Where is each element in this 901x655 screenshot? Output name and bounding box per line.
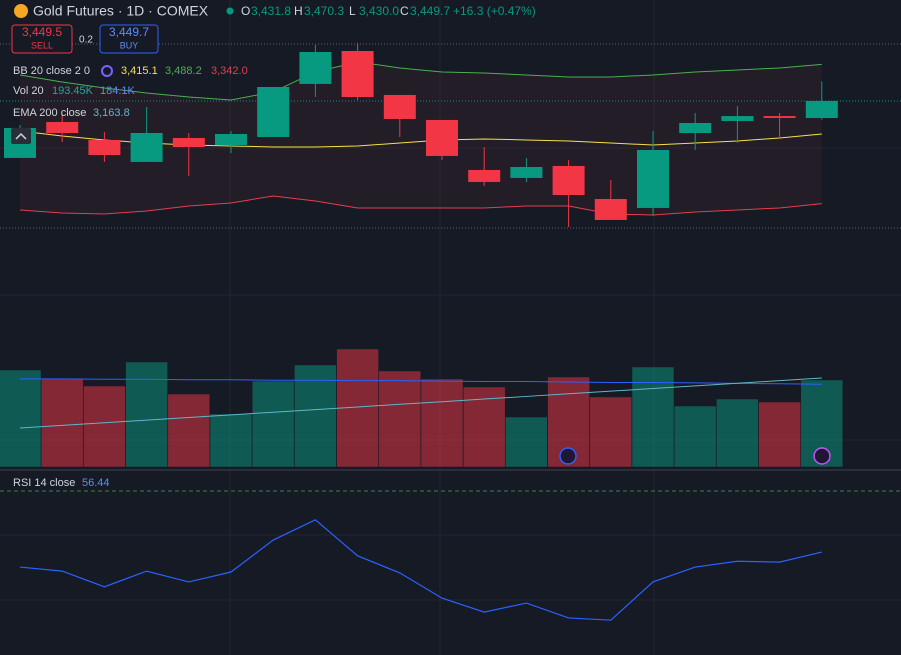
volume-bar [378,370,422,468]
volume-trend [19,377,822,429]
collapse-button[interactable] [11,128,31,144]
volume-bar [125,361,168,468]
title: Gold Futures · 1D · COMEX [33,3,209,19]
candle-body [594,199,627,220]
event-icon[interactable] [813,447,831,465]
marks [0,43,901,621]
ema-value: 3,163.8 [93,107,130,119]
rsi-line [19,519,822,621]
volume-bar [631,366,675,468]
volume-bar [758,401,801,468]
collapse-icon[interactable] [15,132,27,140]
candle-body [88,139,121,155]
buy-price[interactable]: 3,449.7 [109,25,149,39]
symbol-icon [14,4,28,18]
buy-button[interactable] [99,24,159,54]
ohlc-key: H [294,4,303,18]
volume-bar [0,369,42,468]
volume-bar [83,385,126,468]
rsi-label: RSI 14 close [13,477,75,489]
candle-body [46,121,79,133]
candle-body [637,149,669,208]
vol-label: Vol 20 [13,85,44,97]
market-status [226,7,234,15]
change: +16.3 (+0.47%) [453,4,536,18]
volume-bar [294,364,337,468]
bb-fill [20,61,822,216]
volume-bar [251,380,295,468]
volume-bar [420,378,464,468]
bb-upper-value: 3,488.2 [165,65,202,77]
settings-icon[interactable] [101,65,113,77]
ohlc-key: C [400,4,409,18]
event-icon[interactable] [559,447,577,465]
candle-body [552,165,585,195]
spread: 0.2 [79,35,93,46]
sell-price[interactable]: 3,449.5 [22,25,62,39]
candle-body [299,51,332,84]
vol-ma-value: 184.1K [100,85,136,97]
ohlc-value: 3,449.7 [410,4,450,18]
candle-body [721,116,754,121]
bb-lower-value: 3,342.0 [211,65,248,77]
candle-body [341,51,374,97]
candle-body [257,87,290,137]
rsi-value: 56.44 [82,477,110,489]
candle-body [763,116,796,118]
candle-body [679,123,712,133]
ohlc-value: 3,470.3 [304,4,344,18]
candle-body [510,167,543,178]
ohlc-key: L [349,4,356,18]
ohlc: O 3,431.8 H 3,470.3 L 3,430.0 C 3,449.7 [241,4,450,18]
ohlc-value: 3,431.8 [251,4,291,18]
candle-body [805,101,838,119]
volume-ma [20,378,822,385]
ohlc-key: O [241,4,250,18]
candle-body [426,119,458,156]
bb-basis-value: 3,415.1 [121,65,158,77]
candle-body [468,169,501,182]
candle-body [215,133,247,145]
candle-body [383,95,416,119]
buy-label[interactable]: BUY [120,40,139,50]
volume-bar [716,398,759,468]
volume-bar [589,396,633,468]
volume-bar [167,393,211,468]
bb-upper [19,61,822,101]
volume-bar [673,405,717,468]
sell-label[interactable]: SELL [31,40,53,50]
bb-lower [19,195,822,216]
volume-bar [40,378,84,468]
volume-bar [505,416,548,468]
candle-body [172,137,205,147]
sell-button[interactable] [11,24,73,54]
ohlc-value: 3,430.0 [359,4,399,18]
bb-label: BB 20 close 2 0 [13,65,90,77]
ema-label: EMA 200 close [13,107,86,119]
vol-value: 193.45K [52,85,94,97]
volume-bar [209,413,253,468]
candle-body [130,133,163,162]
